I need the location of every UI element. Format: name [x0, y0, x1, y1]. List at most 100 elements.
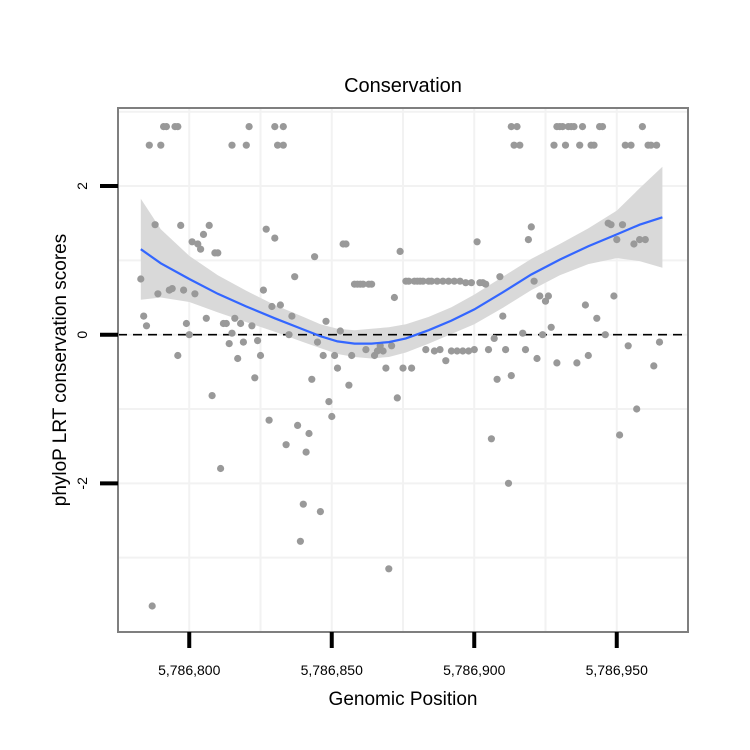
data-point	[561, 141, 570, 149]
data-point	[271, 234, 279, 242]
data-point	[177, 221, 185, 229]
data-point	[627, 141, 635, 149]
data-point	[331, 351, 339, 360]
data-point	[581, 301, 590, 309]
data-point	[442, 357, 450, 365]
data-point	[333, 364, 342, 372]
data-point	[550, 141, 558, 149]
data-point	[279, 141, 287, 149]
data-point	[188, 238, 196, 246]
data-point	[154, 290, 162, 298]
data-point	[274, 141, 282, 149]
data-point	[288, 312, 296, 320]
data-point	[484, 346, 493, 354]
data-points	[137, 123, 664, 610]
data-point	[621, 141, 629, 149]
data-point	[499, 312, 507, 320]
data-point	[202, 314, 210, 322]
data-point	[456, 277, 464, 285]
data-point	[493, 375, 501, 383]
data-point	[570, 123, 578, 131]
data-point	[439, 277, 447, 285]
data-point	[142, 322, 151, 330]
data-point	[578, 123, 587, 131]
y-tick-label: 0	[74, 331, 90, 339]
data-point	[296, 537, 304, 545]
data-point	[584, 351, 592, 360]
data-point	[228, 141, 236, 149]
data-point	[408, 364, 416, 372]
y-tick-marks	[100, 184, 118, 486]
data-point	[653, 141, 661, 149]
data-point	[430, 347, 438, 355]
data-point	[174, 123, 182, 131]
x-tick-label: 5,786,950	[586, 662, 648, 678]
x-axis-label: Genomic Position	[329, 689, 478, 710]
data-point	[291, 273, 299, 281]
data-point	[647, 141, 655, 149]
data-point	[345, 381, 353, 389]
data-point	[316, 508, 324, 516]
data-point	[328, 412, 336, 421]
smoothed-trend-line	[140, 216, 663, 345]
data-point	[396, 247, 404, 255]
data-point	[308, 375, 316, 383]
data-point	[405, 277, 413, 285]
data-point	[445, 277, 453, 285]
data-point	[530, 277, 538, 285]
data-point	[641, 236, 649, 244]
data-point	[248, 322, 256, 330]
data-point	[359, 280, 367, 288]
data-point	[151, 221, 159, 229]
data-point	[624, 342, 632, 350]
data-point	[598, 123, 607, 131]
data-point	[447, 347, 455, 355]
data-point	[305, 429, 313, 438]
data-point	[559, 123, 567, 131]
data-point	[268, 302, 276, 311]
data-point	[254, 337, 262, 345]
data-point	[319, 351, 327, 360]
y-tick-label: 2	[74, 182, 90, 190]
data-point	[427, 277, 436, 285]
data-point	[208, 392, 216, 400]
data-point	[462, 279, 470, 287]
data-point	[473, 238, 481, 246]
data-point	[527, 223, 535, 231]
chart-title: Conservation	[344, 75, 462, 97]
data-point	[162, 123, 170, 131]
data-point	[576, 141, 584, 149]
data-point	[199, 230, 208, 238]
data-point	[185, 331, 193, 339]
data-point	[302, 448, 310, 456]
data-point	[465, 347, 473, 355]
data-point	[502, 346, 510, 354]
data-point	[322, 317, 330, 325]
data-point	[450, 277, 458, 285]
data-point	[197, 245, 205, 253]
data-point	[618, 221, 627, 229]
y-axis-label: phyloP LRT conservation scores	[50, 234, 71, 507]
panel-border	[117, 107, 689, 633]
data-point	[157, 141, 165, 149]
data-point	[285, 331, 293, 339]
data-point	[513, 123, 521, 131]
data-point	[313, 338, 322, 346]
data-point	[282, 441, 290, 449]
data-point	[182, 319, 190, 328]
confidence-band	[140, 166, 663, 359]
data-point	[459, 347, 467, 355]
data-point	[311, 253, 319, 261]
x-tick-label: 5,786,850	[301, 662, 363, 678]
data-point	[231, 314, 239, 322]
data-point	[362, 346, 370, 354]
data-point	[242, 141, 250, 149]
data-point	[593, 314, 601, 322]
data-point	[630, 240, 638, 248]
data-point	[419, 277, 427, 285]
data-point	[388, 342, 396, 350]
data-point	[234, 354, 242, 363]
data-point	[251, 374, 259, 382]
data-point	[516, 141, 524, 149]
x-tick-label: 5,786,800	[158, 662, 220, 678]
